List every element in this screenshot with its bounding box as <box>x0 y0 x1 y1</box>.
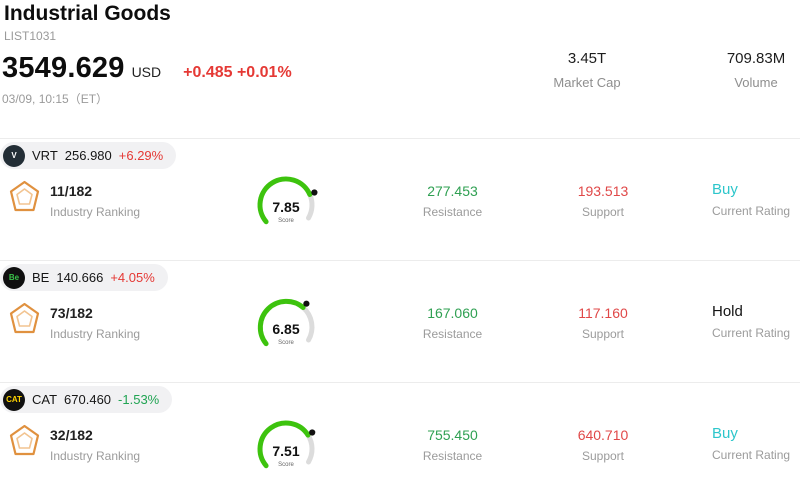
quote-timestamp: 03/09, 10:15（ET） <box>2 92 109 106</box>
vrt-logo-text: V <box>11 151 17 160</box>
ranking-badge-icon <box>9 180 40 212</box>
list-id: LIST1031 <box>4 29 57 43</box>
score-gauge: 7.85 Score <box>257 176 318 225</box>
score-value: 7.51 <box>272 443 299 459</box>
index-price-row: 3549.629 USD +0.485 +0.01% <box>2 52 292 85</box>
industry-ranking: 32/182 Industry Ranking <box>50 427 140 463</box>
resistance-label: Resistance <box>422 327 483 341</box>
support-value: 117.160 <box>578 305 628 321</box>
resistance-value: 167.060 <box>427 305 478 321</box>
support-column: 640.710 Support <box>553 427 653 463</box>
rating-label: Current Rating <box>712 326 791 340</box>
score-label: Score <box>278 340 294 346</box>
support-value: 640.710 <box>577 427 629 443</box>
cat-logo: CAT <box>3 388 25 411</box>
ticker-symbol: BE <box>32 270 50 285</box>
ticker-price: 670.460 <box>64 392 112 407</box>
resistance-label: Resistance <box>422 449 483 463</box>
stock-section-cat: CAT CAT 670.460 -1.53% 32/182 Industry R… <box>0 382 800 488</box>
rating-value: Buy <box>712 425 738 442</box>
support-column: 193.513 Support <box>553 183 653 219</box>
ranking-label: Industry Ranking <box>50 327 141 341</box>
ticker-symbol: VRT <box>32 148 58 163</box>
cat-logo-text: CAT <box>6 395 22 404</box>
ranking-badge-icon <box>9 424 40 456</box>
market-cap-value: 3.45T <box>567 50 607 67</box>
rating-label: Current Rating <box>712 204 791 218</box>
support-label: Support <box>581 327 625 341</box>
volume-value: 709.83M <box>726 50 786 67</box>
stock-section-vrt: V VRT 256.980 +6.29% 11/182 Industry Ran… <box>0 138 800 260</box>
score-label: Score <box>278 462 294 468</box>
score-gauge: 7.51 Score <box>257 420 316 469</box>
ticker-change: -1.53% <box>118 392 160 407</box>
ticker-symbol: CAT <box>32 392 58 407</box>
resistance-column: 167.060 Resistance <box>400 305 505 341</box>
resistance-value: 755.450 <box>427 427 478 443</box>
resistance-column: 755.450 Resistance <box>400 427 505 463</box>
ranking-value: 32/182 <box>50 427 93 443</box>
market-cap-stat: 3.45T Market Cap <box>533 50 641 90</box>
stock-section-be: Be BE 140.666 +4.05% 73/182 Industry Ran… <box>0 260 800 382</box>
resistance-column: 277.453 Resistance <box>400 183 505 219</box>
ranking-value: 11/182 <box>50 183 93 199</box>
be-logo: Be <box>3 266 25 289</box>
stock-pill-cat[interactable]: CAT CAT 670.460 -1.53% <box>0 386 173 413</box>
stock-pill-vrt[interactable]: V VRT 256.980 +6.29% <box>0 142 177 169</box>
rating-label: Current Rating <box>712 448 791 462</box>
market-cap-label: Market Cap <box>553 75 621 90</box>
score-value: 6.85 <box>272 321 299 337</box>
volume-label: Volume <box>734 75 778 90</box>
score-value: 7.85 <box>272 199 299 215</box>
industry-ranking: 73/182 Industry Ranking <box>50 305 140 341</box>
ticker-change: +6.29% <box>118 148 164 163</box>
support-column: 117.160 Support <box>553 305 653 341</box>
vrt-logo: V <box>3 144 25 167</box>
rating-value: Buy <box>712 181 738 198</box>
ranking-value: 73/182 <box>50 305 93 321</box>
page-title: Industrial Goods <box>4 2 171 25</box>
ranking-badge-icon <box>9 302 40 334</box>
resistance-value: 277.453 <box>427 183 478 199</box>
support-value: 193.513 <box>577 183 629 199</box>
support-label: Support <box>581 205 625 219</box>
ticker-price: 256.980 <box>64 148 112 163</box>
ticker-price: 140.666 <box>56 270 104 285</box>
rating-column: Buy Current Rating <box>712 181 790 218</box>
score-gauge: 6.85 Score <box>257 298 315 347</box>
be-logo-text: Be <box>8 273 20 282</box>
index-header: Industrial Goods LIST1031 3549.629 USD +… <box>0 0 800 138</box>
score-label: Score <box>278 218 294 224</box>
currency-label: USD <box>131 64 162 80</box>
volume-stat: 709.83M Volume <box>706 50 800 90</box>
ranking-label: Industry Ranking <box>50 205 141 219</box>
rating-column: Buy Current Rating <box>712 425 790 462</box>
rating-value: Hold <box>712 303 743 320</box>
rating-column: Hold Current Rating <box>712 303 790 340</box>
industry-ranking: 11/182 Industry Ranking <box>50 183 140 219</box>
support-label: Support <box>581 449 625 463</box>
index-change: +0.485 +0.01% <box>183 64 292 81</box>
ticker-change: +4.05% <box>110 270 155 285</box>
stock-pill-be[interactable]: Be BE 140.666 +4.05% <box>0 264 168 291</box>
index-price: 3549.629 <box>2 52 125 84</box>
ranking-label: Industry Ranking <box>50 449 141 463</box>
resistance-label: Resistance <box>422 205 483 219</box>
